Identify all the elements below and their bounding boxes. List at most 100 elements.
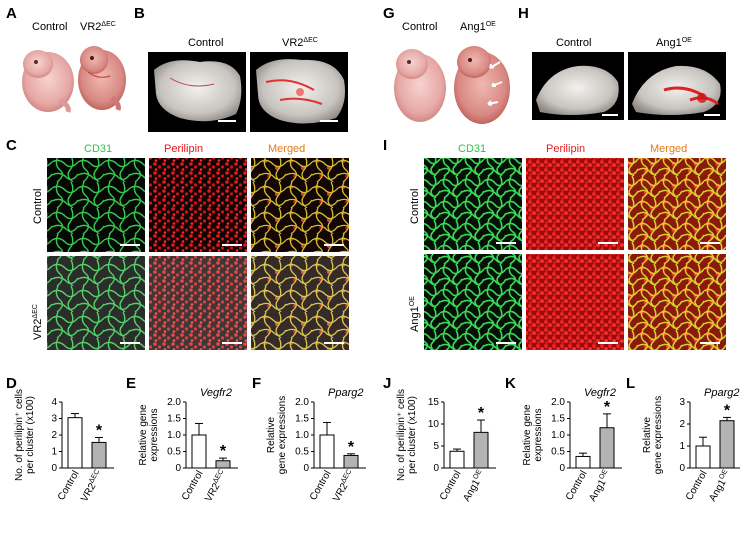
i-control-perilipin bbox=[526, 158, 624, 250]
j-bar-1 bbox=[473, 431, 489, 469]
l-bar-1 bbox=[719, 420, 735, 469]
j-ylabel-line-1: per cluster (x100) bbox=[407, 396, 418, 474]
j-category-1: Ang1OE bbox=[460, 468, 487, 503]
a-label-control: Control bbox=[32, 21, 67, 33]
panel-letter-d: D bbox=[6, 375, 17, 392]
c-col-perilipin: Perilipin bbox=[164, 143, 203, 155]
k-category-0: Control bbox=[564, 469, 590, 502]
embryo-vr2-photo bbox=[78, 46, 126, 111]
l-ytick-label-1: 1 bbox=[679, 441, 685, 452]
panel-letter-j: J bbox=[383, 375, 391, 392]
l-category-0: Control bbox=[684, 469, 710, 502]
i-col-merged: Merged bbox=[650, 143, 687, 155]
b-label-control: Control bbox=[188, 37, 223, 49]
i-control-merged bbox=[628, 158, 726, 250]
l-chart-title: Pparg2 bbox=[704, 387, 739, 399]
e-ylabel-line-1: expressions bbox=[149, 408, 160, 461]
chart-k: Vegfr2 Relative gene expressions 0 0.5 1.0 1.5… bbox=[522, 387, 622, 503]
h-control-tissue bbox=[536, 65, 619, 115]
panel-letter-k: K bbox=[505, 375, 516, 392]
c-vr2-perilipin bbox=[149, 256, 247, 350]
d-ytick-label-1: 1 bbox=[51, 447, 57, 458]
j-ytick-label-1: 5 bbox=[433, 441, 439, 452]
chart-f: Pparg2 Relative gene expressions 0 0.5 1.0 1.5… bbox=[266, 387, 366, 504]
d-category-1: VR2ΔEC bbox=[78, 469, 105, 504]
d-bar-0 bbox=[67, 417, 83, 469]
f-significance-1: * bbox=[348, 439, 355, 456]
i-row-control: Control bbox=[409, 189, 421, 224]
l-ytick-label-3: 3 bbox=[679, 397, 685, 408]
i-ang1-merged bbox=[628, 254, 726, 350]
f-category-0: Control bbox=[308, 469, 334, 502]
g-label-ang1: Ang1OE bbox=[460, 21, 496, 33]
d-ytick-label-3: 3 bbox=[51, 414, 57, 425]
chart-l: Pparg2 Relative gene expressions 0 1 2 3 Contro… bbox=[642, 387, 740, 503]
k-ylabel-line-1: expressions bbox=[533, 408, 544, 461]
panel-letter-g: G bbox=[383, 5, 395, 22]
embryo-control-photo-g bbox=[394, 49, 446, 122]
k-ytick-label-1: 0.5 bbox=[551, 447, 565, 458]
j-ytick-label-3: 15 bbox=[428, 397, 440, 408]
h-label-control: Control bbox=[556, 37, 591, 49]
l-category-1: Ang1OE bbox=[706, 468, 733, 503]
f-category-1: VR2ΔEC bbox=[330, 469, 357, 504]
panel-letter-f: F bbox=[252, 375, 261, 392]
e-category-1: VR2ΔEC bbox=[202, 469, 229, 504]
j-significance-1: * bbox=[478, 405, 485, 422]
k-ytick-label-4: 2.0 bbox=[551, 397, 565, 408]
embryo-ang1-photo bbox=[454, 46, 510, 124]
c-control-perilipin bbox=[149, 158, 247, 252]
c-control-cd31 bbox=[47, 158, 145, 252]
chart-j: No. of perilipin⁺ cells per cluster (x100… bbox=[396, 389, 496, 503]
f-ytick-label-3: 1.5 bbox=[295, 414, 309, 425]
h-ang1-tissue bbox=[632, 65, 721, 115]
panel-letter-c: C bbox=[6, 137, 17, 154]
l-bar-0 bbox=[695, 445, 711, 469]
d-ytick-label-4: 4 bbox=[51, 397, 57, 408]
f-bar-0 bbox=[319, 434, 335, 469]
embryo-control-photo bbox=[22, 50, 74, 113]
k-ytick-label-0: 0 bbox=[559, 463, 565, 474]
k-ytick-label-2: 1.0 bbox=[551, 430, 565, 441]
panel-letter-h: H bbox=[518, 5, 529, 22]
e-bar-1 bbox=[215, 460, 231, 469]
c-vr2-merged bbox=[251, 256, 349, 350]
k-chart-title: Vegfr2 bbox=[584, 387, 616, 399]
e-ytick-label-3: 1.5 bbox=[167, 414, 181, 425]
e-ytick-label-1: 0.5 bbox=[167, 447, 181, 458]
panel-letter-b: B bbox=[134, 5, 145, 22]
c-row-vr2: VR2ΔEC bbox=[32, 304, 44, 340]
d-ylabel-line-0: No. of perilipin⁺ cells bbox=[14, 389, 25, 481]
e-ytick-label-4: 2.0 bbox=[167, 397, 181, 408]
f-ylabel-line-1: gene expressions bbox=[277, 396, 288, 474]
k-bar-1 bbox=[599, 427, 615, 469]
d-bar-1 bbox=[91, 441, 107, 469]
e-significance-1: * bbox=[220, 443, 227, 460]
chart-d: No. of perilipin⁺ cells per cluster (x100… bbox=[14, 389, 114, 504]
e-ytick-label-0: 0 bbox=[175, 463, 181, 474]
l-ylabel-line-1: gene expressions bbox=[653, 396, 664, 474]
i-ang1-cd31 bbox=[424, 254, 522, 350]
c-row-control: Control bbox=[32, 189, 44, 224]
i-ang1-perilipin bbox=[526, 254, 624, 350]
e-bar-0 bbox=[191, 434, 207, 469]
chart-e: Vegfr2 Relative gene expressions 0 0.5 1.0 1.5… bbox=[138, 387, 238, 504]
c-scale-bars bbox=[120, 244, 344, 344]
c-vr2-cd31 bbox=[47, 256, 145, 350]
h-label-ang1: Ang1OE bbox=[656, 37, 692, 49]
g-label-control: Control bbox=[402, 21, 437, 33]
d-category-0: Control bbox=[56, 469, 82, 502]
f-ytick-label-0: 0 bbox=[303, 463, 309, 474]
c-control-merged bbox=[251, 158, 349, 252]
e-ylabel-line-0: Relative gene bbox=[138, 404, 149, 466]
i-row-ang1: Ang1OE bbox=[409, 296, 421, 332]
i-scale-bars bbox=[496, 242, 720, 344]
panel-letter-l: L bbox=[626, 375, 635, 392]
panel-letter-a: A bbox=[6, 5, 17, 22]
f-ytick-label-4: 2.0 bbox=[295, 397, 309, 408]
k-ylabel-line-0: Relative gene bbox=[522, 404, 533, 466]
i-control-cd31 bbox=[424, 158, 522, 250]
d-ytick-label-0: 0 bbox=[51, 463, 57, 474]
k-category-1: Ang1OE bbox=[586, 468, 613, 503]
